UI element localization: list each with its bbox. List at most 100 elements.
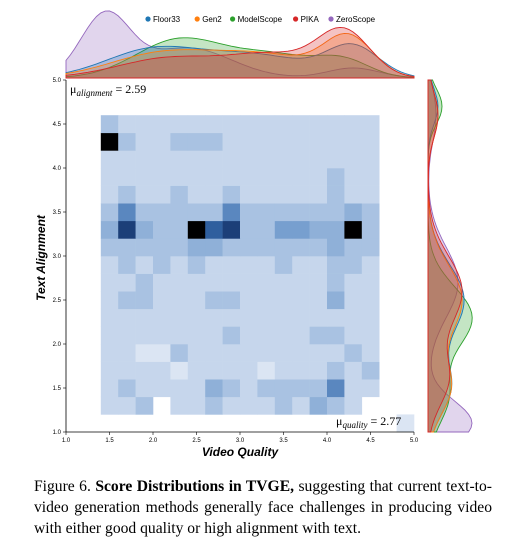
- heatmap-cell: [240, 396, 258, 415]
- heatmap-cell: [135, 256, 154, 274]
- heatmap-cell: [170, 220, 189, 239]
- heatmap-cells: [100, 115, 415, 433]
- heatmap-cell: [170, 115, 189, 134]
- heatmap-cell: [257, 185, 276, 204]
- heatmap-cell: [309, 326, 328, 345]
- heatmap-cell: [257, 361, 276, 380]
- x-tick-label: 3.5: [279, 438, 288, 444]
- y-tick-label: 3.0: [53, 254, 62, 260]
- heatmap-cell: [257, 308, 276, 327]
- heatmap-cell: [135, 150, 154, 169]
- heatmap-cell: [240, 361, 258, 380]
- heatmap-cell: [100, 273, 119, 292]
- y-tick-label: 4.5: [53, 122, 62, 128]
- heatmap-cell: [222, 185, 241, 204]
- heatmap-cell: [309, 361, 328, 380]
- heatmap-cell: [153, 291, 171, 310]
- heatmap-cell: [309, 185, 328, 204]
- heatmap-cell: [274, 132, 293, 151]
- y-tick-label: 1.0: [53, 430, 62, 436]
- heatmap-cell: [205, 379, 223, 398]
- heatmap-cell: [309, 256, 328, 274]
- heatmap-cell: [153, 220, 171, 239]
- heatmap-cell: [205, 291, 223, 310]
- heatmap-cell: [135, 308, 154, 327]
- heatmap-cell: [309, 273, 328, 292]
- heatmap-cell: [309, 132, 328, 151]
- heatmap-cell: [257, 291, 276, 310]
- heatmap-cell: [153, 361, 171, 380]
- heatmap-cell: [257, 203, 276, 222]
- heatmap-cell: [100, 132, 119, 151]
- heatmap-cell: [205, 185, 223, 204]
- heatmap-cell: [274, 168, 293, 186]
- heatmap-cell: [292, 291, 310, 310]
- heatmap-cell: [118, 238, 136, 257]
- heatmap-cell: [292, 168, 310, 186]
- heatmap-cell: [344, 132, 363, 151]
- heatmap-cell: [118, 308, 136, 327]
- legend-marker: [145, 16, 151, 22]
- heatmap-cell: [118, 396, 136, 415]
- heatmap-cell: [257, 326, 276, 345]
- heatmap-cell: [187, 238, 206, 257]
- heatmap-cell: [205, 203, 223, 222]
- heatmap-cell: [361, 115, 380, 134]
- heatmap-cell: [292, 344, 310, 362]
- heatmap-cell: [118, 361, 136, 380]
- heatmap-cell: [222, 238, 241, 257]
- heatmap-cell: [327, 238, 345, 257]
- x-axis-label: Video Quality: [202, 445, 280, 459]
- heatmap-cell: [222, 361, 241, 380]
- heatmap-cell: [205, 168, 223, 186]
- heatmap-cell: [327, 168, 345, 186]
- heatmap-cell: [153, 256, 171, 274]
- right-density-series: [427, 79, 473, 433]
- heatmap-cell: [344, 168, 363, 186]
- heatmap-cell: [361, 256, 380, 274]
- heatmap-cell: [118, 185, 136, 204]
- heatmap-cell: [274, 361, 293, 380]
- heatmap-cell: [309, 168, 328, 186]
- heatmap-cell: [118, 326, 136, 345]
- heatmap-cell: [135, 273, 154, 292]
- heatmap-cell: [170, 361, 189, 380]
- heatmap-cell: [274, 238, 293, 257]
- heatmap-cell: [100, 150, 119, 169]
- heatmap-cell: [187, 308, 206, 327]
- heatmap-cell: [344, 220, 363, 239]
- alignment-mean-annotation: μalignment = 2.59: [70, 82, 146, 98]
- heatmap-cell: [170, 326, 189, 345]
- x-tick-label: 2.0: [149, 438, 158, 444]
- heatmap-cell: [327, 361, 345, 380]
- heatmap-cell: [187, 115, 206, 134]
- heatmap-cell: [344, 396, 363, 415]
- heatmap-cell: [327, 396, 345, 415]
- x-tick-label: 5.0: [410, 438, 419, 444]
- heatmap-cell: [153, 308, 171, 327]
- heatmap-cell: [135, 396, 154, 415]
- heatmap-cell: [257, 220, 276, 239]
- heatmap-cell: [361, 291, 380, 310]
- heatmap-cell: [170, 203, 189, 222]
- heatmap-cell: [292, 256, 310, 274]
- heatmap-cell: [170, 238, 189, 257]
- top-density-series: [65, 32, 415, 79]
- heatmap-cell: [344, 361, 363, 380]
- heatmap-cell: [222, 256, 241, 274]
- heatmap-cell: [274, 379, 293, 398]
- heatmap-cell: [205, 273, 223, 292]
- heatmap-cell: [170, 344, 189, 362]
- heatmap-cell: [344, 238, 363, 257]
- heatmap-cell: [153, 273, 171, 292]
- legend-label: Floor33: [153, 15, 181, 24]
- heatmap-cell: [257, 132, 276, 151]
- heatmap-cell: [240, 344, 258, 362]
- heatmap-cell: [274, 326, 293, 345]
- heatmap-cell: [361, 132, 380, 151]
- heatmap-cell: [118, 273, 136, 292]
- legend-marker: [328, 16, 334, 22]
- heatmap-cell: [205, 150, 223, 169]
- heatmap-cell: [187, 150, 206, 169]
- heatmap-cell: [222, 308, 241, 327]
